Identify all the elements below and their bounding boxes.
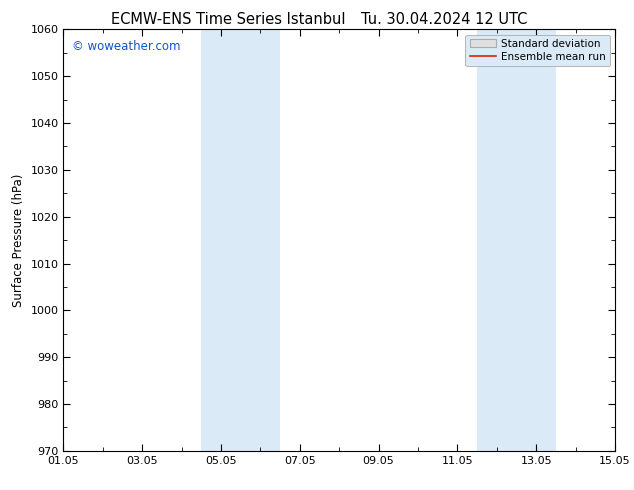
Text: Tu. 30.04.2024 12 UTC: Tu. 30.04.2024 12 UTC bbox=[361, 12, 527, 27]
Bar bbox=[202, 29, 280, 451]
Text: © woweather.com: © woweather.com bbox=[72, 40, 180, 53]
Bar bbox=[477, 29, 556, 451]
Y-axis label: Surface Pressure (hPa): Surface Pressure (hPa) bbox=[12, 173, 25, 307]
Text: ECMW-ENS Time Series Istanbul: ECMW-ENS Time Series Istanbul bbox=[111, 12, 346, 27]
Legend: Standard deviation, Ensemble mean run: Standard deviation, Ensemble mean run bbox=[465, 35, 610, 66]
